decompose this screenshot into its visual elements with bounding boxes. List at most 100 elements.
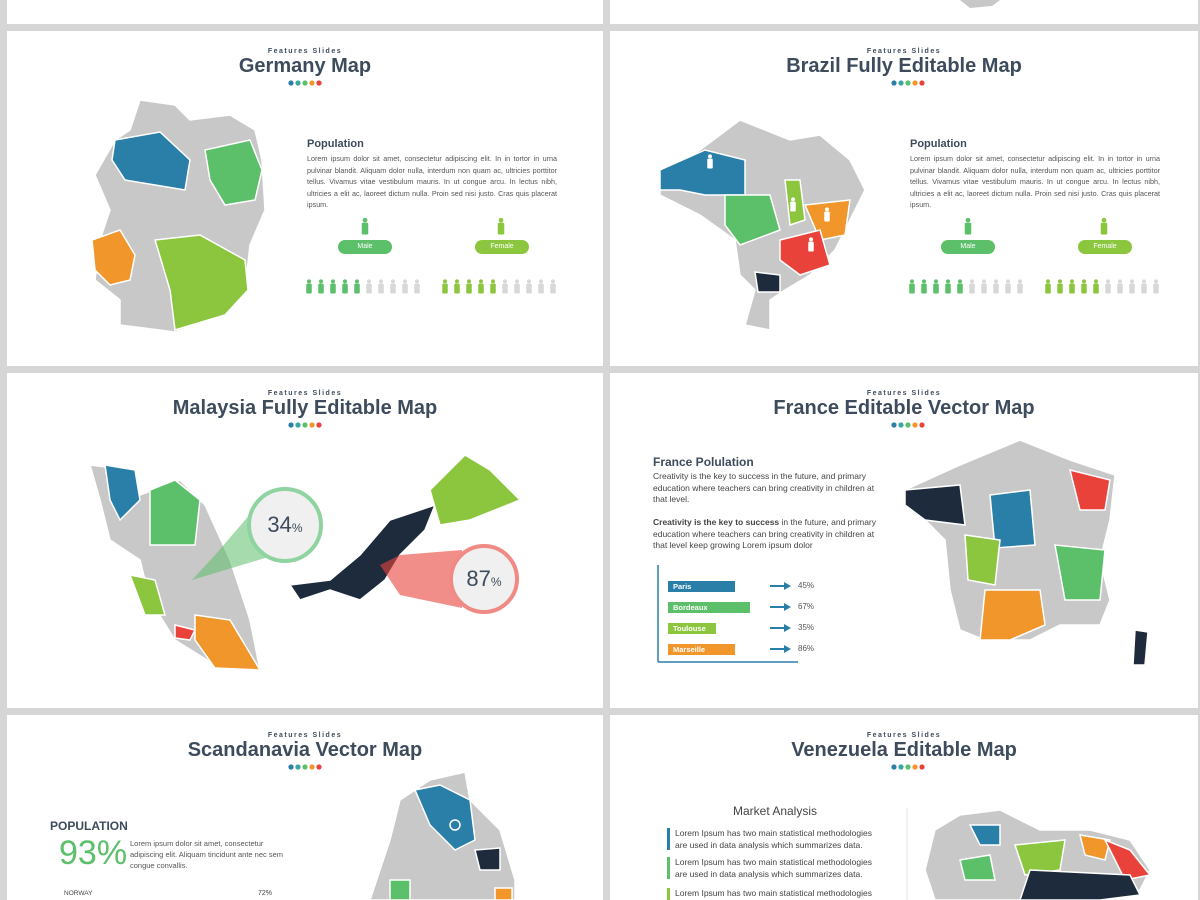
person-icon (455, 279, 459, 284)
person-icon (934, 279, 938, 284)
person-icon (343, 279, 347, 284)
person-icon (994, 279, 998, 284)
person-icon (497, 222, 505, 235)
person-icon (708, 154, 712, 159)
body-text: Lorem ipsum dolor sit amet, consectetur … (307, 154, 557, 209)
person-icon (982, 279, 986, 284)
germany-map (91, 99, 266, 333)
title-dot (302, 80, 308, 86)
person-icon (1154, 279, 1158, 284)
stat-number: 87 (466, 566, 491, 591)
brazil-map (659, 119, 866, 331)
person-icon (1006, 279, 1010, 284)
person-icon (1101, 217, 1107, 223)
button-label: Female (1093, 243, 1117, 250)
row-label: NORWAY (64, 890, 93, 897)
person-icon (515, 279, 519, 284)
person-icon (809, 237, 813, 242)
slide-title: France Editable Vector Map (773, 397, 1035, 419)
venezuela-map (924, 809, 1152, 900)
map-fragment (960, 0, 1000, 8)
person-icon (539, 279, 543, 284)
heading: Population (910, 138, 967, 150)
paragraph: Creativity is the key to success in the … (653, 517, 883, 552)
arrow (784, 645, 791, 653)
title-dot (295, 764, 301, 770)
person-icon (910, 279, 914, 284)
person-icon (970, 279, 974, 284)
item-marker (667, 857, 670, 879)
person-icon (527, 279, 531, 284)
person-icon (362, 217, 368, 223)
person-icon (933, 283, 939, 294)
person-icon (707, 158, 713, 169)
person-icon (391, 279, 395, 284)
person-icon (467, 279, 471, 284)
person-icon (1082, 279, 1086, 284)
person-icon (342, 283, 348, 294)
title-dot (288, 80, 294, 86)
person-icon (319, 279, 323, 284)
title-dot (898, 80, 904, 86)
person-icon (1094, 279, 1098, 284)
person-icon (1142, 279, 1146, 284)
title-dot (316, 80, 322, 86)
malaysia-map (88, 454, 522, 671)
stat: 34% (249, 512, 321, 538)
slide (7, 0, 603, 24)
person-icon (1018, 279, 1022, 284)
title-dot (288, 422, 294, 428)
person-icon (1106, 279, 1110, 284)
row-value: 35% (798, 623, 815, 632)
person-icon (981, 283, 987, 294)
button-label: Female (490, 243, 514, 250)
person-icon (415, 279, 419, 284)
person-icon (478, 283, 484, 294)
person-icon (414, 283, 420, 294)
title-dot (302, 764, 308, 770)
person-icon (490, 283, 496, 294)
person-icon (1046, 279, 1050, 284)
person-icon (1081, 283, 1087, 294)
person-icon (306, 283, 312, 294)
slide-title: Germany Map (238, 55, 372, 77)
person-icon (1141, 283, 1147, 294)
kicker: Features Slides (866, 732, 942, 739)
person-icon (1093, 283, 1099, 294)
title-dot (898, 422, 904, 428)
slide-title: Venezuela Editable Map (791, 739, 1017, 761)
button-label: Male (357, 243, 373, 250)
person-icon (1070, 279, 1074, 284)
person-icon (1118, 279, 1122, 284)
person-icon (367, 279, 371, 284)
person-icon (526, 283, 532, 294)
person-icon (945, 283, 951, 294)
person-icon (964, 222, 972, 235)
person-icon (1069, 283, 1075, 294)
person-icon (825, 207, 829, 212)
person-icon (550, 283, 556, 294)
person-icon (454, 283, 460, 294)
person-icon (922, 279, 926, 284)
person-icon (921, 283, 927, 294)
person-icon (969, 283, 975, 294)
paragraph-rest: in the future, and primary education whe… (653, 517, 877, 550)
stat-unit: % (490, 575, 502, 589)
title-dot (288, 764, 294, 770)
person-icon (1100, 222, 1108, 235)
person-icon (909, 283, 915, 294)
button (338, 240, 392, 254)
body-text: Lorem ipsum dolor sit amet, consectetur … (130, 839, 284, 870)
title-dot (905, 764, 911, 770)
item-marker (667, 828, 670, 850)
person-icon (502, 283, 508, 294)
person-icon (498, 217, 504, 223)
person-icon (491, 279, 495, 284)
title-dot (912, 764, 918, 770)
title-dot (295, 80, 301, 86)
kicker: Features Slides (267, 732, 343, 739)
title-dot (898, 764, 904, 770)
kicker: Features Slides (866, 48, 942, 55)
person-icon (390, 283, 396, 294)
button (941, 240, 995, 254)
